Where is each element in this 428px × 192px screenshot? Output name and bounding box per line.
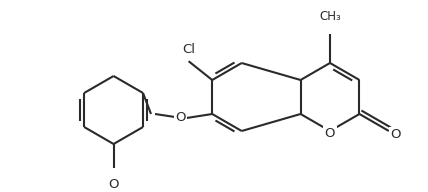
Text: Cl: Cl — [182, 43, 195, 56]
Text: O: O — [108, 178, 119, 191]
Text: O: O — [325, 127, 335, 140]
Text: O: O — [391, 128, 401, 141]
Text: CH₃: CH₃ — [319, 10, 341, 23]
Text: O: O — [175, 111, 186, 124]
